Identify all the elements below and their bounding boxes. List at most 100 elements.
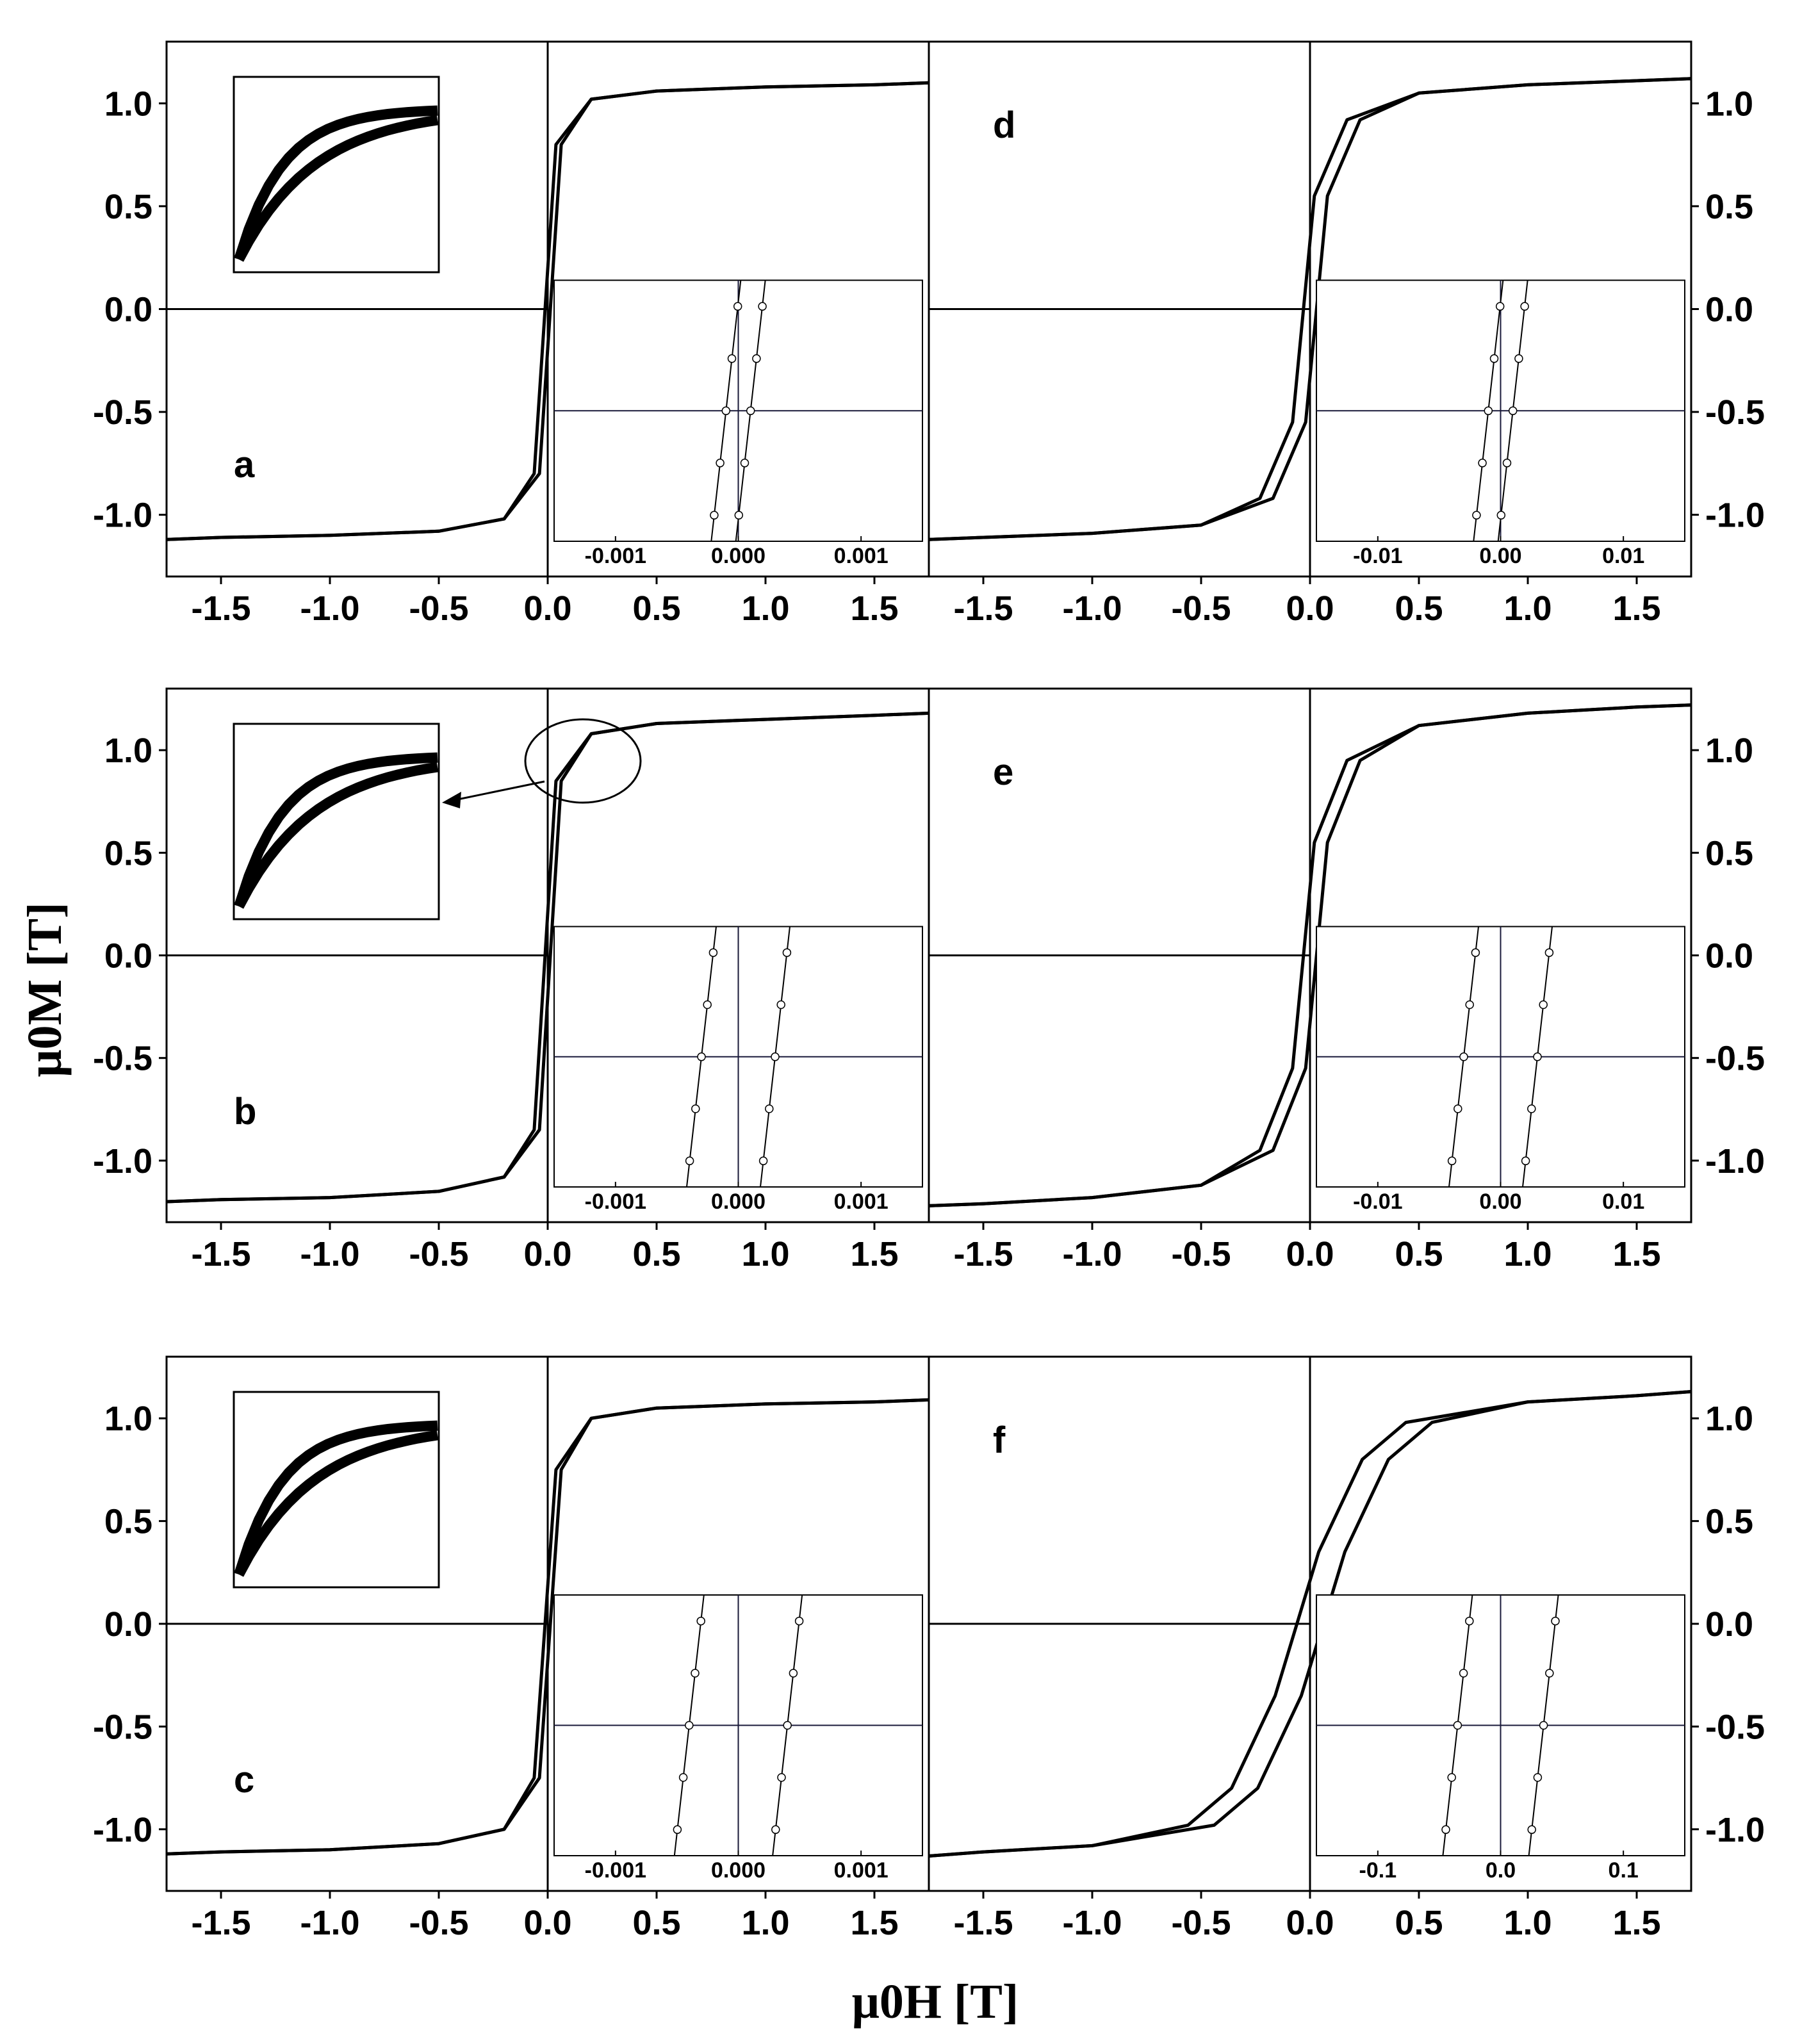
- coercivity-inset-data-point: [752, 354, 761, 363]
- coercivity-inset-data-point: [1496, 511, 1506, 520]
- y-tick-label: 0.0: [104, 937, 152, 976]
- x-tick-label: -1.0: [300, 1235, 359, 1273]
- y-tick-label: 0.0: [104, 1605, 152, 1644]
- x-tick-label: -0.5: [409, 1904, 468, 1942]
- coercivity-inset-x-tick-label: 0.000: [711, 1858, 766, 1883]
- y-tick-label: -1.0: [93, 496, 152, 535]
- y-tick-label: 0.0: [1705, 937, 1753, 976]
- coercivity-inset-x-tick-label: -0.01: [1353, 1190, 1403, 1214]
- coercivity-inset-data-point: [1459, 1052, 1468, 1061]
- coercivity-inset-x-tick-label: 0.01: [1602, 1190, 1644, 1214]
- highlight-ellipse: [524, 718, 642, 804]
- coercivity-inset-data-point: [1521, 1156, 1530, 1166]
- y-tick-label: 1.0: [1705, 732, 1753, 770]
- coercivity-inset-data-point: [673, 1825, 682, 1835]
- x-tick-label: 1.0: [741, 1235, 789, 1273]
- x-tick-label: -1.0: [300, 1904, 359, 1942]
- panel-letter: f: [993, 1419, 1006, 1461]
- coercivity-inset-x-tick-label: 0.000: [711, 544, 766, 568]
- coercivity-inset-data-point: [716, 459, 725, 468]
- coercivity-inset-x-tick-label: 0.001: [834, 1858, 889, 1883]
- x-tick-label: 0.0: [523, 1235, 571, 1273]
- panel-b: -1.5 -1.0 -0.5 0.0 0.5 1.0 1.5 1.0 0.5 0.0 -0.5 -1.…: [93, 687, 930, 1273]
- zoom-inset-frame: [233, 723, 440, 920]
- panel-d: -1.5 -1.0 -0.5 0.0 0.5 1.0 1.5 1.0 0.5 0.0 -0.5 -1.…: [928, 40, 1765, 628]
- panel-a: -1.5 -1.0 -0.5 0.0 0.5 1.0 1.5 1.0 0.5 0.0 -0.5 -1.…: [93, 40, 930, 628]
- zoom-inset-frame: [233, 76, 440, 274]
- panel-e: -1.5 -1.0 -0.5 0.0 0.5 1.0 1.5 1.0 0.5 0.0 -0.5 -1.…: [928, 687, 1765, 1273]
- coercivity-inset-x-tick-label: 0.00: [1479, 1190, 1521, 1214]
- y-tick-label: 0.5: [1705, 834, 1753, 872]
- x-tick-label: -1.5: [953, 1904, 1013, 1942]
- coercivity-inset-data-point: [782, 948, 792, 957]
- x-tick-label: 1.5: [850, 1904, 898, 1942]
- coercivity-inset: -0.01 0.00 0.01: [1316, 926, 1685, 1214]
- y-tick-label: -0.5: [1705, 393, 1765, 432]
- y-tick-label: 0.0: [1705, 291, 1753, 329]
- coercivity-inset-data-point: [1478, 459, 1487, 468]
- x-tick-label: 0.5: [1395, 1904, 1443, 1942]
- coercivity-inset-data-point: [1495, 302, 1505, 311]
- coercivity-inset: -0.001 0.000 0.001: [553, 279, 923, 568]
- coercivity-inset-data-point: [740, 459, 749, 468]
- x-tick-label: 1.5: [1612, 1904, 1660, 1942]
- coercivity-inset-data-point: [783, 1721, 792, 1730]
- x-tick-label: -0.5: [1171, 589, 1231, 628]
- x-tick-label: 0.5: [1395, 1235, 1443, 1273]
- y-tick-label: -1.0: [93, 1811, 152, 1849]
- coercivity-inset-data-point: [1447, 1773, 1456, 1782]
- hysteresis-branch-ascending: [928, 77, 1692, 541]
- coercivity-inset-data-point: [1489, 354, 1499, 363]
- y-tick-label: 1.0: [1705, 1400, 1753, 1438]
- x-tick-label: -1.5: [953, 589, 1013, 628]
- panel-letter: d: [993, 104, 1015, 146]
- coercivity-inset-data-point: [721, 406, 731, 416]
- y-tick-label: 0.5: [104, 188, 152, 226]
- y-tick-label: 1.0: [104, 1400, 152, 1438]
- hysteresis-branch-ascending: [166, 1398, 929, 1856]
- coercivity-inset-x-tick-label: -0.001: [585, 544, 646, 568]
- coercivity-inset-data-point: [691, 1104, 700, 1113]
- coercivity-inset-x-tick-label: -0.1: [1359, 1858, 1397, 1883]
- plots-layer: -1.5 -1.0 -0.5 0.0 0.5 1.0 1.5 1.0 0.5 0.0 -0.5 -1.…: [93, 40, 1765, 1942]
- coercivity-inset-data-point: [1484, 406, 1493, 416]
- y-tick-label: 0.5: [104, 1503, 152, 1541]
- coercivity-inset-data-point: [771, 1825, 780, 1835]
- coercivity-inset-x-tick-label: 0.0: [1486, 1858, 1516, 1883]
- panel-c: -1.5 -1.0 -0.5 0.0 0.5 1.0 1.5 1.0 0.5 0.0 -0.5 -1.…: [93, 1355, 930, 1942]
- y-axis-label: μ0M [T]: [18, 902, 72, 1077]
- coercivity-inset-x-tick-label: -0.01: [1353, 544, 1403, 568]
- coercivity-inset-data-point: [691, 1669, 700, 1678]
- annotation-arrowhead: [442, 792, 461, 808]
- coercivity-inset-data-point: [1447, 1156, 1457, 1166]
- y-tick-label: -0.5: [1705, 1708, 1765, 1746]
- x-tick-label: 0.5: [632, 589, 680, 628]
- x-tick-label: -1.5: [953, 1235, 1013, 1273]
- x-tick-label: -1.0: [1062, 1904, 1122, 1942]
- coercivity-inset-data-point: [1533, 1773, 1543, 1782]
- x-tick-label: 1.0: [1503, 1904, 1552, 1942]
- coercivity-inset-data-point: [1514, 354, 1523, 363]
- coercivity-inset-data-point: [697, 1052, 706, 1061]
- hysteresis-branch-ascending: [928, 1390, 1692, 1858]
- coercivity-inset-data-point: [1527, 1104, 1536, 1113]
- hysteresis-branch-ascending: [928, 703, 1692, 1207]
- zoom-inset-curve-upper: [234, 752, 438, 908]
- x-tick-label: 1.5: [850, 589, 898, 628]
- zoom-inset-curve-upper: [234, 1420, 438, 1576]
- coercivity-inset-data-point: [777, 1773, 786, 1782]
- coercivity-inset-x-tick-label: 0.001: [834, 1190, 889, 1214]
- coercivity-inset-data-point: [1502, 459, 1512, 468]
- coercivity-inset-data-point: [1520, 302, 1529, 311]
- coercivity-inset-data-point: [1527, 1825, 1536, 1835]
- coercivity-inset-data-point: [703, 1000, 712, 1010]
- coercivity-inset-data-point: [794, 1616, 804, 1626]
- y-tick-label: 1.0: [1705, 85, 1753, 123]
- x-tick-label: 0.0: [523, 1904, 571, 1942]
- y-tick-label: -1.0: [1705, 1811, 1765, 1849]
- coercivity-inset-data-point: [1471, 948, 1480, 957]
- coercivity-inset-data-point: [1459, 1669, 1468, 1678]
- x-tick-label: 0.0: [523, 589, 571, 628]
- y-tick-label: 1.0: [104, 85, 152, 123]
